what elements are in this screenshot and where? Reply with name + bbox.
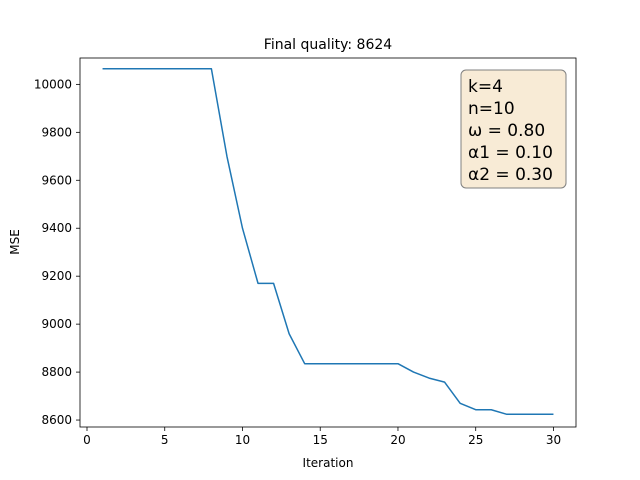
y-tick-label: 9800 [41,125,72,139]
x-tick-label: 30 [546,433,561,447]
y-tick-label: 8600 [41,413,72,427]
plot-area [79,57,577,428]
annotation-line: α1 = 0.10 [468,143,553,163]
x-tick-label: 10 [235,433,250,447]
annotation-line: α2 = 0.30 [468,165,553,185]
annotation-line: ω = 0.80 [468,121,545,141]
chart-title: Final quality: 8624 [264,37,392,53]
y-axis: 8600 8800 9000 9200 9400 9600 9800 10000 [34,77,80,427]
x-tick-label: 15 [313,433,328,447]
y-tick-label: 8800 [41,365,72,379]
x-tick-label: 5 [161,433,169,447]
annotation-background [460,69,567,189]
y-tick-label: 10000 [34,77,72,91]
annotation-line: k=4 [468,77,503,97]
x-tick-label: 25 [468,433,483,447]
y-tick-label: 9000 [41,317,72,331]
axes-frame [79,57,577,428]
y-tick-label: 9400 [41,221,72,235]
y-axis-label: MSE [8,229,22,255]
annotation-line: n=10 [468,99,515,119]
y-tick-label: 9600 [41,173,72,187]
x-axis: 0 5 10 15 20 25 30 [83,427,561,447]
x-axis-label: Iteration [303,456,354,470]
x-tick-label: 0 [83,433,91,447]
series-line-0 [102,68,554,416]
x-tick-label: 20 [390,433,405,447]
y-tick-label: 9200 [41,269,72,283]
